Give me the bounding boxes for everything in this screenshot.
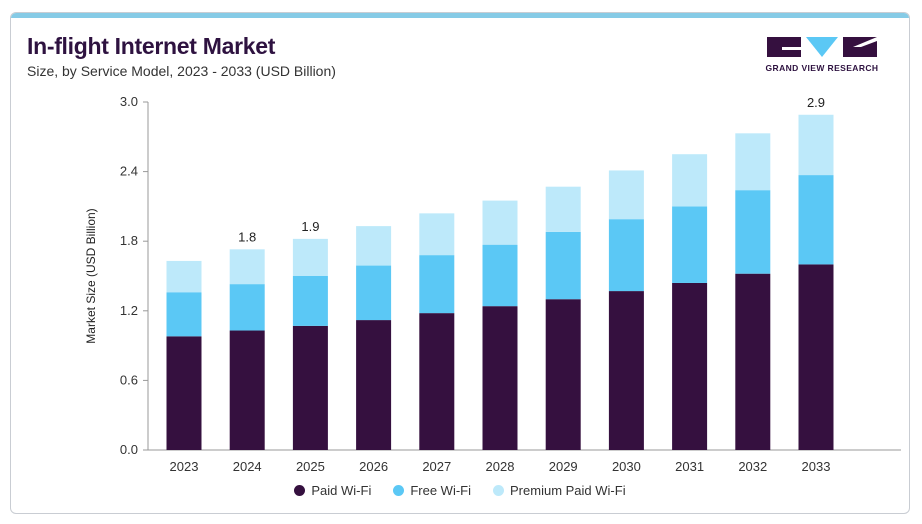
bar-segment-premium-paid-wi-fi-2026 — [356, 226, 392, 266]
legend-swatch — [493, 485, 505, 496]
bar-segment-free-wi-fi-2023 — [166, 292, 202, 337]
bar-segment-paid-wi-fi-2023 — [166, 336, 202, 450]
chart-subtitle: Size, by Service Model, 2023 - 2033 (USD… — [27, 63, 336, 79]
chart-title: In-flight Internet Market — [27, 33, 276, 59]
bar-segment-paid-wi-fi-2031 — [672, 282, 708, 450]
y-tick-label: 3.0 — [120, 94, 138, 109]
x-tick-label: 2032 — [738, 459, 767, 474]
bar-segment-free-wi-fi-2024 — [229, 284, 265, 331]
x-tick-label: 2029 — [549, 459, 578, 474]
chart-card: In-flight Internet Market Size, by Servi… — [10, 12, 910, 514]
legend-item-paid-wi-fi: Paid Wi-Fi — [294, 483, 371, 498]
bar-segment-premium-paid-wi-fi-2029 — [545, 186, 581, 232]
bar-segment-premium-paid-wi-fi-2033 — [798, 114, 834, 176]
x-tick-label: 2031 — [675, 459, 704, 474]
grand-view-research-logo: GRAND VIEW RESEARCH — [757, 35, 887, 85]
bar-total-label-2025: 1.9 — [301, 219, 319, 234]
bar-segment-paid-wi-fi-2029 — [545, 299, 581, 450]
logo-text: GRAND VIEW RESEARCH — [765, 63, 879, 73]
bar-segment-free-wi-fi-2025 — [292, 276, 328, 326]
y-tick-label: 1.2 — [120, 303, 138, 318]
bar-segment-paid-wi-fi-2025 — [292, 325, 328, 450]
bar-segment-premium-paid-wi-fi-2025 — [292, 238, 328, 276]
x-tick-label: 2024 — [233, 459, 262, 474]
bar-segment-paid-wi-fi-2026 — [356, 320, 392, 450]
x-tick-label: 2025 — [296, 459, 325, 474]
chart-legend: Paid Wi-Fi Free Wi-Fi Premium Paid Wi-Fi — [11, 483, 909, 498]
legend-swatch — [393, 485, 405, 496]
top-accent-bar — [11, 13, 909, 18]
bar-segment-paid-wi-fi-2030 — [608, 291, 644, 450]
bar-segment-free-wi-fi-2031 — [672, 206, 708, 283]
x-tick-label: 2028 — [486, 459, 515, 474]
y-tick-label: 1.8 — [120, 233, 138, 248]
bar-segment-free-wi-fi-2033 — [798, 175, 834, 265]
bar-segment-premium-paid-wi-fi-2028 — [482, 200, 518, 245]
bar-segment-premium-paid-wi-fi-2030 — [608, 170, 644, 220]
bar-segment-free-wi-fi-2028 — [482, 244, 518, 307]
legend-item-free-wi-fi: Free Wi-Fi — [393, 483, 471, 498]
bar-segment-paid-wi-fi-2028 — [482, 306, 518, 450]
bar-segment-free-wi-fi-2027 — [419, 255, 455, 314]
bar-segment-premium-paid-wi-fi-2031 — [672, 154, 708, 207]
stacked-bar-chart: 0.0 0.6 1.2 1.8 2.4 3.0 Market Size (USD Billi… — [84, 94, 901, 474]
bar-segment-paid-wi-fi-2033 — [798, 264, 834, 450]
bar-segment-paid-wi-fi-2032 — [735, 273, 771, 450]
y-tick-label: 0.0 — [120, 442, 138, 457]
legend-label: Paid Wi-Fi — [311, 483, 372, 498]
x-tick-label: 2027 — [422, 459, 451, 474]
x-tick-label: 2023 — [170, 459, 199, 474]
legend-item-premium-paid-wi-fi: Premium Paid Wi-Fi — [493, 483, 626, 498]
bar-segment-free-wi-fi-2030 — [608, 219, 644, 292]
legend-label: Free Wi-Fi — [410, 483, 472, 498]
bar-total-label-2024: 1.8 — [238, 229, 256, 244]
bar-segment-premium-paid-wi-fi-2032 — [735, 133, 771, 191]
bar-segment-premium-paid-wi-fi-2024 — [229, 249, 265, 285]
legend-label: Premium Paid Wi-Fi — [510, 483, 626, 498]
bar-segment-free-wi-fi-2029 — [545, 231, 581, 300]
bar-total-label-2033: 2.9 — [807, 95, 825, 110]
logo-mark-icon — [767, 37, 877, 57]
x-tick-label: 2030 — [612, 459, 641, 474]
bar-segment-free-wi-fi-2032 — [735, 190, 771, 274]
x-tick-label: 2026 — [359, 459, 388, 474]
bar-segment-premium-paid-wi-fi-2027 — [419, 213, 455, 256]
y-tick-label: 2.4 — [120, 164, 138, 179]
bar-segment-premium-paid-wi-fi-2023 — [166, 260, 202, 293]
bar-segment-paid-wi-fi-2024 — [229, 330, 265, 450]
x-tick-label: 2033 — [802, 459, 831, 474]
bar-segment-free-wi-fi-2026 — [356, 265, 392, 321]
y-tick-label: 0.6 — [120, 372, 138, 387]
y-axis-label: Market Size (USD Billion) — [84, 208, 98, 343]
bar-segment-paid-wi-fi-2027 — [419, 313, 455, 450]
legend-swatch — [294, 485, 306, 496]
